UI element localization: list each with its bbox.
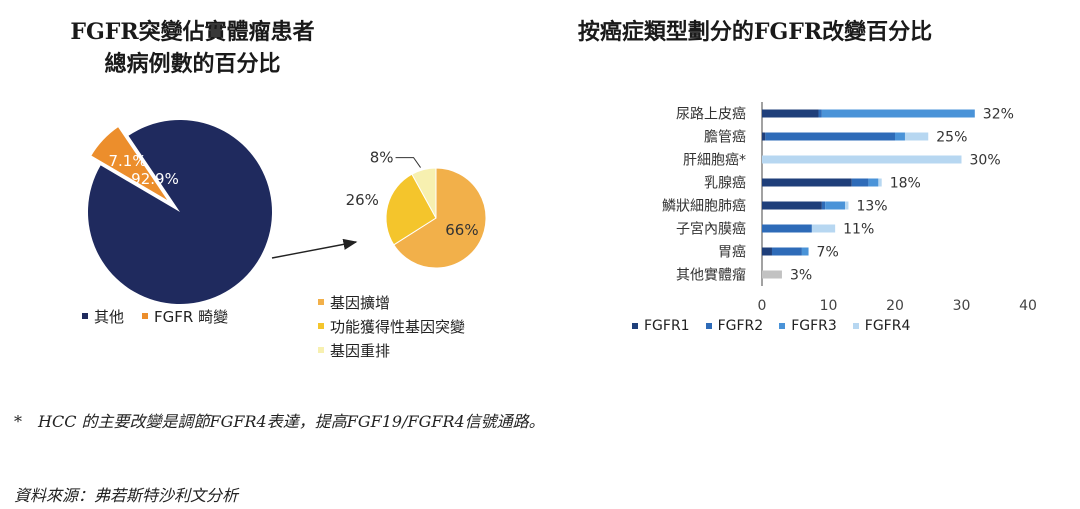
bar-segment-fgfr2 <box>762 224 812 233</box>
left-title-line1: FGFR突變佔實體瘤患者 <box>70 19 315 45</box>
right-chart-title: 按癌症類型劃分的FGFR改變百分比 <box>577 19 933 45</box>
legend-item-fgfr2: FGFR2 <box>705 318 764 334</box>
bar-value-label: 25% <box>936 130 967 146</box>
legend-item-fgfr-aberration: FGFR 畸變 <box>142 306 228 327</box>
pie2-slice-gain-of-function <box>385 173 437 246</box>
bar-segment-fgfr4 <box>878 178 882 187</box>
pie1-label-other: 92.9% <box>131 170 179 188</box>
legend-label-fgfr1: FGFR1 <box>644 318 690 334</box>
bar-value-label: 7% <box>817 245 839 261</box>
legend-item-fgfr4: FGFR4 <box>852 318 911 334</box>
bar-value-label: 3% <box>790 268 812 284</box>
bar-segment-fgfr3 <box>895 132 905 141</box>
bar-segment-fgfr3 <box>801 247 809 256</box>
bar-segment-fgfr4 <box>845 201 849 210</box>
bar-segment-fgfr1 <box>762 201 822 210</box>
left-title-line2: 總病例數的百分比 <box>104 51 281 77</box>
bar-segment-fgfr2 <box>818 109 822 118</box>
pie2-slice-amplification <box>393 167 487 269</box>
legend-label-rearrangement: 基因重排 <box>330 341 391 360</box>
legend-item-gain-of-function: 功能獲得性基因突變 <box>318 314 465 338</box>
pie2-slice-rearrangement <box>411 167 437 219</box>
bar-category-label: 鱗狀細胞肺癌 <box>662 199 746 215</box>
pie-link-arrow <box>271 238 358 259</box>
bar-segment-fgfr3 <box>868 178 879 187</box>
legend-item-fgfr1: FGFR1 <box>632 318 690 334</box>
legend-swatch-fgfr2 <box>705 323 712 329</box>
legend-item-fgfr3: FGFR3 <box>779 318 837 334</box>
legend-swatch-gain-of-function <box>318 323 324 329</box>
legend-swatch-fgfr3 <box>779 323 786 329</box>
legend-swatch-other <box>82 313 88 319</box>
bar-segment-fgfr4 <box>811 224 836 233</box>
legend-swatch-amplification <box>318 299 324 305</box>
bar-value-label: 11% <box>843 222 874 238</box>
legend-item-amplification: 基因擴增 <box>318 290 465 314</box>
bar-segment-fgfr4 <box>904 132 929 141</box>
bar-x-tick-label: 20 <box>886 298 904 314</box>
bar-segment-fgfr1 <box>762 247 772 256</box>
bar-segment-fgfr2 <box>765 132 895 141</box>
legend-swatch-fgfr4 <box>852 323 859 329</box>
legend-item-rearrangement: 基因重排 <box>318 338 465 362</box>
legend-label-fgfr-aberration: FGFR 畸變 <box>154 307 229 326</box>
bar-category-label: 肝細胞癌* <box>683 153 746 169</box>
pie2-label-rearrangement: 8% <box>370 149 394 167</box>
pie2-legend: 基因擴增 功能獲得性基因突變 基因重排 <box>318 290 465 362</box>
bar-value-label: 32% <box>983 107 1014 123</box>
pie2-label-amplification: 66% <box>445 221 478 239</box>
bar-category-label: 其他實體瘤 <box>676 267 746 284</box>
bar-segment-fgfr4 <box>762 155 962 164</box>
bar-segment-fgfr3 <box>825 201 846 210</box>
legend-label-fgfr2: FGFR2 <box>717 318 764 334</box>
legend-label-other: 其他 <box>94 307 125 326</box>
bar-category-label: 胃癌 <box>718 245 746 261</box>
bar-segment-fgfr2 <box>771 247 802 256</box>
left-chart-title: FGFR突變佔實體瘤患者 總病例數的百分比 <box>20 16 365 80</box>
legend-label-fgfr3: FGFR3 <box>791 318 837 334</box>
bar-x-tick-label: 30 <box>953 298 971 314</box>
legend-label-fgfr4: FGFR4 <box>864 318 911 334</box>
bar-value-label: 30% <box>970 153 1001 169</box>
bar-segment-fgfr2 <box>821 201 826 210</box>
bar-category-label: 尿路上皮癌 <box>676 107 746 123</box>
legend-label-amplification: 基因擴增 <box>330 293 391 312</box>
bar-x-tick-label: 0 <box>758 298 767 314</box>
legend-swatch-fgfr1 <box>632 323 638 329</box>
bar-segment-fgfr1 <box>762 132 766 141</box>
legend-swatch-fgfr-aberration <box>142 313 149 319</box>
bar-legend: FGFR1 FGFR2 FGFR3 FGFR4 <box>632 314 910 338</box>
pie1-label-fgfr: 7.1% <box>108 152 146 170</box>
pie1-legend: 其他 FGFR 畸變 <box>82 304 228 328</box>
pie1-slice-fgfr <box>89 125 171 204</box>
legend-item-other: 其他 <box>82 306 124 327</box>
bar-category-label: 乳腺癌 <box>704 176 746 192</box>
bar-category-label: 膽管癌 <box>704 129 746 146</box>
pie2-leader-line <box>395 157 421 168</box>
legend-label-gain-of-function: 功能獲得性基因突變 <box>330 317 466 336</box>
bar-segment-fgfr3 <box>821 109 975 118</box>
bar-category-label: 子宮內膜癌 <box>676 222 746 238</box>
bar-x-tick-label: 40 <box>1019 298 1037 314</box>
bar-x-tick-label: 10 <box>820 298 838 314</box>
bar-value-label: 13% <box>856 199 887 215</box>
footnote: * HCC 的主要改變是調節FGFR4表達，提高FGF19/FGFR4信號通路。 <box>14 412 545 431</box>
source-note: 資料來源：弗若斯特沙利文分析 <box>14 486 239 505</box>
bar-segment-fgfr1 <box>762 178 852 187</box>
pie2-label-gain-of-function: 26% <box>346 191 379 209</box>
bar-segment-other <box>762 270 782 279</box>
bar-segment-fgfr1 <box>762 109 819 118</box>
bar-segment-fgfr2 <box>851 178 869 187</box>
legend-swatch-rearrangement <box>318 347 324 353</box>
pie1-slice-other <box>88 120 273 304</box>
bar-value-label: 18% <box>890 176 921 192</box>
